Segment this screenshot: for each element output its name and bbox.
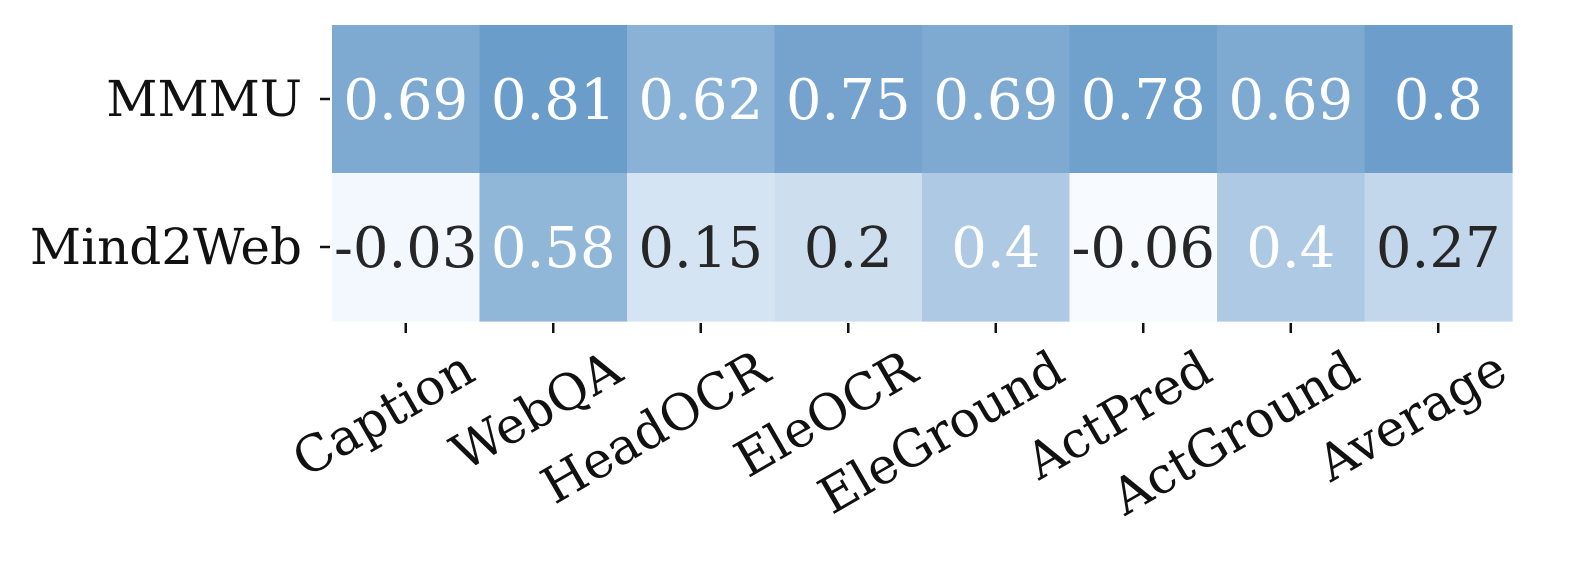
axis-ticks <box>320 97 1440 333</box>
heatmap-cell-mmmu-actground <box>1217 25 1366 174</box>
cell-value-label: 0.78 <box>1081 68 1206 133</box>
cell-value-label: -0.03 <box>334 216 478 281</box>
cell-value-label: 0.27 <box>1376 216 1501 281</box>
heatmap-cell-mind2web-eleground <box>922 173 1071 322</box>
cell-value-label: 0.15 <box>638 216 763 281</box>
heatmap-cell-mind2web-average <box>1364 173 1513 322</box>
heatmap-cell-mmmu-headocr <box>627 25 776 174</box>
cell-value-label: 0.2 <box>804 216 893 281</box>
heatmap-cell-mmmu-webqa <box>479 25 628 174</box>
heatmap-cell-mind2web-webqa <box>479 173 628 322</box>
cell-value-label: 0.69 <box>343 68 468 133</box>
cell-value-label: 0.4 <box>951 216 1040 281</box>
cell-value-label: 0.62 <box>638 68 763 133</box>
row-label-mmmu: MMMU <box>106 70 302 128</box>
column-label-caption: Caption <box>283 339 484 488</box>
cell-value-label: 0.69 <box>1228 68 1353 133</box>
cell-value-label: 0.4 <box>1246 216 1335 281</box>
heatmap-cell-mmmu-actpred <box>1069 25 1218 174</box>
row-labels: MMMU Mind2Web <box>30 70 302 276</box>
heatmap-cell-mind2web-headocr <box>627 173 776 322</box>
heatmap-cell-mind2web-actpred <box>1069 173 1218 322</box>
cell-value-label: 0.8 <box>1394 68 1483 133</box>
heatmap-cell-mind2web-eleocr <box>774 173 923 322</box>
heatmap-cells: 0.69 0.81 0.62 0.75 0.69 0.78 0.69 0.8 -0.03 0.58… <box>332 25 1513 322</box>
heatmap-cell-mmmu-average <box>1364 25 1513 174</box>
heatmap-cell-mmmu-caption <box>332 25 481 174</box>
cell-value-label: 0.69 <box>933 68 1058 133</box>
column-labels: CaptionWebQAHeadOCREleOCREleGroundActPre… <box>283 338 1516 527</box>
cell-value-label: 0.58 <box>491 216 616 281</box>
heatmap-cell-mmmu-eleground <box>922 25 1071 174</box>
row-label-mind2web: Mind2Web <box>30 218 302 276</box>
cell-value-label: 0.81 <box>491 68 616 133</box>
heatmap-cell-mmmu-eleocr <box>774 25 923 174</box>
heatmap-cell-mind2web-caption <box>332 173 481 322</box>
cell-value-label: 0.75 <box>786 68 911 133</box>
heatmap-cell-mind2web-actground <box>1217 173 1366 322</box>
cell-value-label: -0.06 <box>1071 216 1215 281</box>
